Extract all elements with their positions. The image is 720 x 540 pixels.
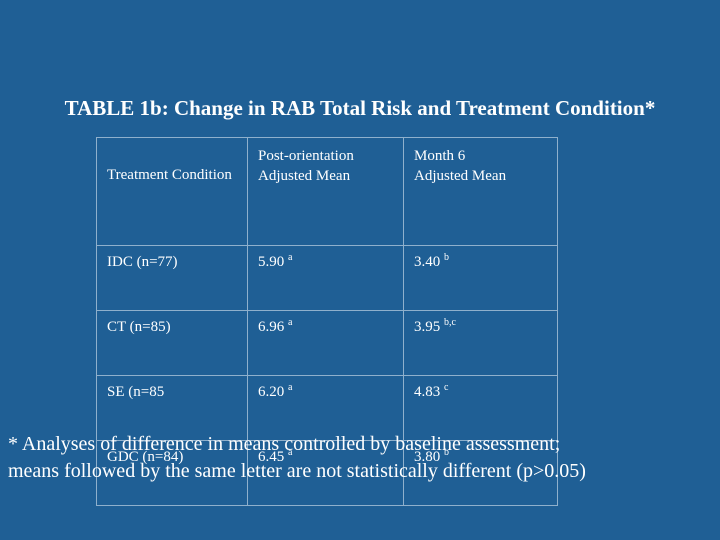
header-post-orientation: Post-orientation Adjusted Mean xyxy=(247,137,404,246)
footnote-line-1: * Analyses of difference in means contro… xyxy=(8,433,561,455)
month-6-superscript: b xyxy=(444,252,449,263)
post-orientation-superscript: a xyxy=(288,447,293,458)
footnote: * Analyses of difference in means contro… xyxy=(8,431,720,485)
table-row: GDC (n=84) 6.45 a 3.80 b xyxy=(96,440,558,506)
month-6-superscript: b,c xyxy=(444,317,456,328)
month-6-cell: 4.83 c xyxy=(403,375,558,441)
month-6-value: 3.80 xyxy=(414,449,441,465)
header-month-6-line1: Month 6 xyxy=(414,148,466,164)
post-orientation-value: 6.20 xyxy=(258,384,285,400)
post-orientation-superscript: a xyxy=(288,252,293,263)
table-header-row: Treatment Condition Post-orientation Adju… xyxy=(96,137,558,246)
post-orientation-cell: 5.90 a xyxy=(247,245,404,311)
post-orientation-cell: 6.20 a xyxy=(247,375,404,441)
results-table: Treatment Condition Post-orientation Adju… xyxy=(96,137,558,506)
month-6-cell: 3.40 b xyxy=(403,245,558,311)
month-6-cell: 3.80 b xyxy=(403,440,558,506)
header-treatment-condition-label: Treatment Condition xyxy=(107,167,232,183)
header-month-6: Month 6 Adjusted Mean xyxy=(403,137,558,246)
header-post-orientation-line2: Adjusted Mean xyxy=(258,168,351,184)
header-month-6-line2: Adjusted Mean xyxy=(414,168,507,184)
month-6-superscript: c xyxy=(444,382,449,393)
post-orientation-value: 5.90 xyxy=(258,254,285,270)
month-6-value: 4.83 xyxy=(414,384,441,400)
post-orientation-cell: 6.45 a xyxy=(247,440,404,506)
post-orientation-value: 6.45 xyxy=(258,449,285,465)
month-6-value: 3.95 xyxy=(414,319,441,335)
post-orientation-superscript: a xyxy=(288,382,293,393)
post-orientation-value: 6.96 xyxy=(258,319,285,335)
table-row: IDC (n=77) 5.90 a 3.40 b xyxy=(96,245,558,311)
post-orientation-cell: 6.96 a xyxy=(247,310,404,376)
header-post-orientation-line1: Post-orientation xyxy=(258,148,354,164)
table-title: TABLE 1b: Change in RAB Total Risk and T… xyxy=(64,96,656,120)
month-6-superscript: b xyxy=(444,447,449,458)
table-row: CT (n=85) 6.96 a 3.95 b,c xyxy=(96,310,558,376)
header-treatment-condition: Treatment Condition xyxy=(96,137,248,246)
condition-cell: GDC (n=84) xyxy=(96,440,248,506)
post-orientation-superscript: a xyxy=(288,317,293,328)
month-6-cell: 3.95 b,c xyxy=(403,310,558,376)
table-row: SE (n=85 6.20 a 4.83 c xyxy=(96,375,558,441)
condition-cell: IDC (n=77) xyxy=(96,245,248,311)
month-6-value: 3.40 xyxy=(414,254,441,270)
footnote-line-2: means followed by the same letter are no… xyxy=(8,460,586,482)
condition-cell: CT (n=85) xyxy=(96,310,248,376)
